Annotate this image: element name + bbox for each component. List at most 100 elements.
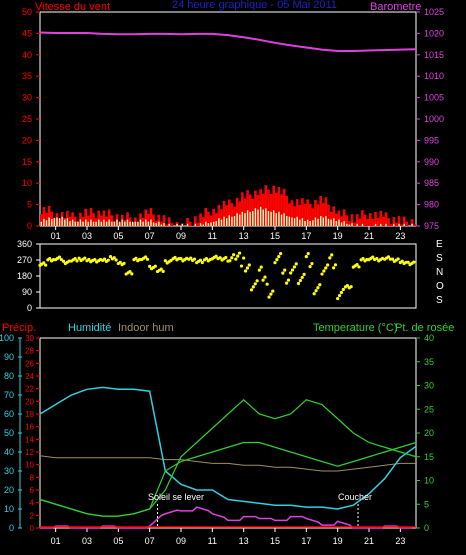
- direction-point: [333, 263, 338, 267]
- direction-point: [339, 290, 344, 295]
- direction-point: [255, 279, 259, 283]
- direction-point: [336, 296, 340, 301]
- gust-bar: [244, 213, 246, 226]
- direction-point: [42, 261, 46, 265]
- wind-bar: [144, 209, 148, 226]
- gust-bar: [84, 219, 87, 226]
- humidity-tick-label: 0: [9, 523, 14, 533]
- direction-point: [341, 287, 345, 292]
- wind-bar: [329, 211, 333, 226]
- direction-point: [302, 272, 306, 276]
- gust-bar: [249, 211, 251, 226]
- gust-bar: [53, 218, 56, 226]
- wind-bar: [100, 215, 103, 226]
- direction-point: [355, 263, 359, 267]
- x-tick-label: 19: [333, 231, 343, 241]
- wind-bar: [395, 222, 398, 226]
- wind-bar: [282, 188, 286, 226]
- wind-bar: [264, 185, 268, 226]
- precip-tick-label: 30: [25, 334, 34, 343]
- sunrise-label: Soleil se lever: [148, 492, 204, 502]
- chart-title: 24 heure graphique - 05 Mai 2011: [172, 0, 337, 11]
- wind-bar: [126, 212, 129, 226]
- wind-bar: [413, 224, 416, 226]
- direction-point: [153, 264, 157, 268]
- direction-point: [237, 251, 242, 255]
- precip-tick-label: 12: [25, 448, 34, 457]
- gust-bar: [280, 214, 283, 226]
- wind-bar: [230, 203, 234, 226]
- wind-bar: [228, 199, 231, 226]
- baro-tick-label: 1010: [424, 71, 444, 81]
- precip-tick-label: 20: [25, 397, 34, 406]
- wind-bar: [107, 209, 111, 226]
- top-plot-marks: [39, 31, 417, 226]
- direction-point: [304, 255, 308, 259]
- gust-bar: [325, 216, 327, 226]
- wind-bar: [301, 198, 304, 226]
- direction-point: [232, 253, 236, 257]
- gust-bar: [267, 211, 270, 226]
- compass-label: S: [436, 295, 443, 306]
- gust-bar: [262, 209, 264, 226]
- baro-tick-label: 1025: [424, 7, 444, 17]
- wind-bar: [167, 217, 171, 226]
- wind-bar: [196, 222, 200, 226]
- direction-tick-label: 360: [17, 239, 32, 249]
- gust-bar: [309, 221, 311, 226]
- direction-point: [128, 269, 132, 274]
- wind-bar: [186, 218, 189, 226]
- indoor-humidity-line: [39, 455, 416, 472]
- gust-bar: [343, 221, 345, 226]
- gust-bar: [293, 218, 296, 226]
- wind-speed-label: Vitesse du vent: [35, 1, 110, 13]
- direction-point: [412, 260, 416, 264]
- wind-bar: [389, 224, 393, 226]
- gust-bar: [215, 221, 217, 226]
- temp-tick-label: 5: [424, 499, 429, 509]
- wind-bar: [392, 217, 396, 226]
- wind-bar: [340, 216, 343, 226]
- gust-bar: [220, 219, 223, 226]
- gust-bar: [66, 218, 69, 226]
- wind-bar: [350, 214, 354, 226]
- wind-bar: [194, 216, 197, 226]
- wind-tick-label: 20: [22, 135, 32, 145]
- temp-tick-label: 25: [424, 404, 434, 414]
- direction-point: [189, 256, 193, 260]
- precip-tick-label: 22: [25, 385, 34, 394]
- direction-point: [326, 263, 330, 267]
- dew-point-line: [39, 441, 417, 517]
- wind-bar: [355, 214, 359, 226]
- gust-bar: [317, 218, 319, 226]
- gust-bar: [158, 221, 160, 226]
- direction-point: [228, 259, 232, 263]
- gust-bar: [43, 218, 45, 226]
- wind-bar: [288, 203, 291, 226]
- gust-bar: [265, 208, 267, 226]
- gust-bar: [283, 213, 285, 226]
- direction-point: [279, 252, 283, 256]
- wind-tick-label: 30: [22, 93, 32, 103]
- wind-bar: [293, 206, 296, 226]
- wind-tick-label: 10: [22, 178, 32, 188]
- direction-point: [59, 257, 63, 262]
- wind-bar: [214, 213, 218, 226]
- direction-point: [310, 261, 314, 266]
- wind-bar: [319, 195, 322, 226]
- gust-bar: [134, 221, 136, 226]
- direction-point: [204, 256, 208, 261]
- gust-bar: [64, 219, 66, 226]
- gust-bar: [259, 206, 262, 226]
- direction-point: [314, 289, 318, 293]
- direction-point: [316, 286, 320, 290]
- gust-bar: [74, 221, 76, 226]
- direction-point: [145, 257, 150, 261]
- gust-bar: [40, 221, 42, 226]
- direction-point: [247, 263, 251, 267]
- direction-point: [404, 260, 408, 264]
- gust-bar: [82, 221, 84, 226]
- gust-bar: [129, 221, 131, 226]
- wind-bar: [92, 213, 95, 226]
